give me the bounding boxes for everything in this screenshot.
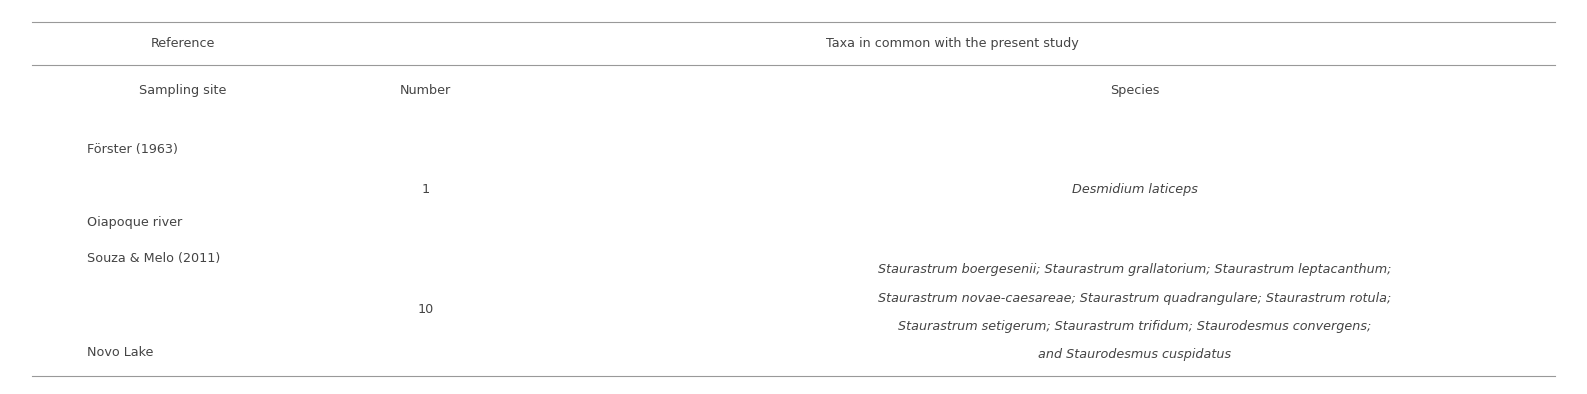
Text: Taxa in common with the present study: Taxa in common with the present study bbox=[825, 37, 1079, 50]
Text: Sampling site: Sampling site bbox=[138, 84, 227, 97]
Text: Förster (1963): Förster (1963) bbox=[87, 143, 178, 156]
Text: and Staurodesmus cuspidatus: and Staurodesmus cuspidatus bbox=[1038, 349, 1232, 361]
Text: Desmidium laticeps: Desmidium laticeps bbox=[1071, 183, 1198, 195]
Text: Novo Lake: Novo Lake bbox=[87, 346, 154, 359]
Text: Species: Species bbox=[1109, 84, 1160, 97]
Text: Reference: Reference bbox=[151, 37, 214, 50]
Text: Oiapoque river: Oiapoque river bbox=[87, 216, 183, 229]
Text: Number: Number bbox=[400, 84, 451, 97]
Text: 10: 10 bbox=[417, 303, 433, 316]
Text: 1: 1 bbox=[421, 183, 430, 195]
Text: Souza & Melo (2011): Souza & Melo (2011) bbox=[87, 252, 221, 264]
Text: Staurastrum setigerum; Staurastrum trifidum; Staurodesmus convergens;: Staurastrum setigerum; Staurastrum trifi… bbox=[898, 320, 1371, 333]
Text: Staurastrum boergesenii; Staurastrum grallatorium; Staurastrum leptacanthum;: Staurastrum boergesenii; Staurastrum gra… bbox=[878, 264, 1392, 276]
Text: Staurastrum novae-caesareae; Staurastrum quadrangulare; Staurastrum rotula;: Staurastrum novae-caesareae; Staurastrum… bbox=[878, 292, 1392, 305]
